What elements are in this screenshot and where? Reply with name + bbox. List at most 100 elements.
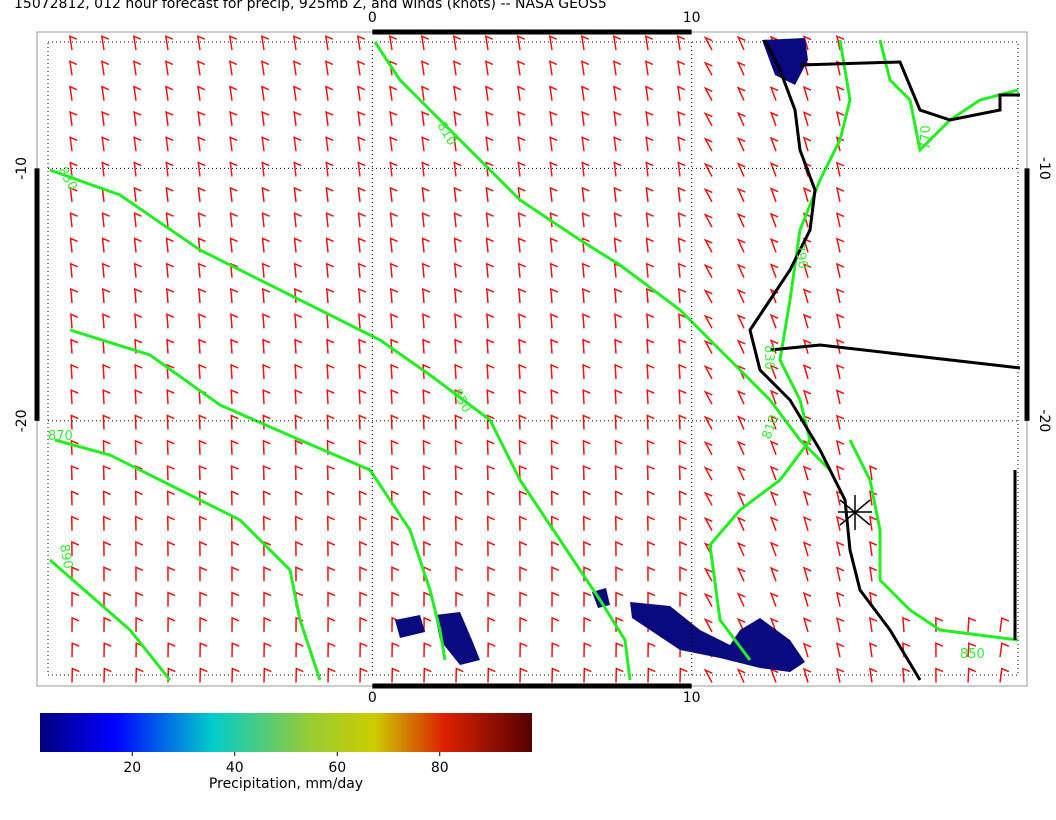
wind-barb xyxy=(736,465,746,481)
wind-barb xyxy=(102,414,111,430)
wind-barb xyxy=(101,287,111,304)
wind-barb xyxy=(133,262,142,278)
wind-barb xyxy=(261,287,271,304)
wind-barb xyxy=(703,263,713,279)
contour-label: 890 xyxy=(56,543,75,570)
wind-barb xyxy=(677,161,686,177)
wind-barb xyxy=(902,667,911,683)
wind-barb xyxy=(615,566,624,582)
wind-barb xyxy=(769,440,779,456)
wind-barb xyxy=(677,186,686,202)
wind-barb xyxy=(802,136,812,152)
precipitation xyxy=(395,38,808,672)
wind-barb xyxy=(582,313,591,329)
wind-barb xyxy=(582,414,591,430)
wind-barb xyxy=(135,591,144,607)
wind-barb xyxy=(452,34,462,51)
wind-barb xyxy=(646,338,655,354)
wind-barb xyxy=(133,237,142,253)
wind-barb xyxy=(263,591,272,607)
wind-barb xyxy=(582,464,591,481)
wind-barb xyxy=(549,186,558,202)
wind-barb xyxy=(295,540,304,557)
wind-barb xyxy=(581,161,590,177)
wind-barb xyxy=(703,668,713,683)
wind-barb xyxy=(358,313,367,329)
wind-barb xyxy=(487,667,496,683)
wind-barb xyxy=(835,515,845,531)
wind-barb xyxy=(614,338,623,354)
wind-barb xyxy=(614,363,623,379)
wind-barb xyxy=(453,287,463,304)
wind-barb xyxy=(487,616,496,632)
wind-barb xyxy=(582,490,591,506)
wind-barb xyxy=(68,60,78,76)
wind-barb xyxy=(358,363,367,379)
wind-barb xyxy=(647,566,656,582)
wind-barb xyxy=(769,212,779,228)
wind-barb xyxy=(358,414,367,430)
wind-barb xyxy=(423,540,432,557)
wind-barb xyxy=(736,86,746,101)
wind-barb xyxy=(769,162,779,177)
lat-tick-label: -10 xyxy=(14,157,30,180)
contour-labels: 810 830 850 870 890 790 830 810 770 850 xyxy=(48,120,985,663)
wind-barb xyxy=(198,363,207,379)
wind-barb xyxy=(165,110,174,127)
contour-label: 850 xyxy=(449,387,474,416)
wind-barb xyxy=(868,591,878,607)
wind-barb xyxy=(613,211,622,228)
wind-barb xyxy=(101,136,110,152)
wind-barb xyxy=(166,363,175,379)
wind-barb xyxy=(615,540,624,557)
wind-barb xyxy=(517,110,526,127)
wind-barb xyxy=(199,642,208,658)
wind-barb xyxy=(455,566,464,582)
wind-barb xyxy=(69,110,78,127)
wind-barb xyxy=(357,262,366,278)
wind-barb xyxy=(231,667,240,683)
wind-barb xyxy=(454,490,463,506)
wind-barb xyxy=(165,287,175,304)
wind-barb xyxy=(802,541,812,557)
wind-barb xyxy=(134,363,143,379)
colorbar-ticks: 20 40 60 80 xyxy=(123,752,449,776)
wind-barb xyxy=(802,490,812,506)
wind-barb xyxy=(453,262,462,278)
wind-barb xyxy=(167,591,176,607)
wind-barb xyxy=(519,591,528,607)
wind-barb xyxy=(868,490,878,506)
wind-barb xyxy=(835,186,845,202)
wind-barb xyxy=(292,60,302,76)
wind-barb xyxy=(581,136,590,152)
contour-label: 770 xyxy=(919,125,934,150)
wind-barb xyxy=(769,592,779,607)
wind-barb xyxy=(261,211,270,228)
wind-barb xyxy=(325,161,334,177)
lat-tick-label: -20 xyxy=(1036,409,1052,432)
wind-barb xyxy=(518,363,527,379)
wind-barb xyxy=(389,186,398,202)
wind-barb xyxy=(71,591,80,607)
wind-barb xyxy=(103,591,112,607)
wind-barb xyxy=(835,667,845,683)
wind-barb xyxy=(263,616,272,632)
wind-barb xyxy=(263,667,272,683)
wind-barb xyxy=(326,439,335,455)
wind-barb xyxy=(102,515,112,531)
wind-barb xyxy=(294,515,304,531)
wind-barb xyxy=(802,313,812,329)
wind-barb xyxy=(100,34,110,51)
wind-barb xyxy=(835,161,845,177)
wind-barb xyxy=(102,464,111,481)
wind-barb xyxy=(197,161,206,177)
wind-barb xyxy=(229,211,238,228)
wind-barb xyxy=(293,110,302,127)
wind-barb xyxy=(325,287,335,304)
wind-barb xyxy=(326,515,336,531)
wind-barb xyxy=(197,85,206,101)
wind-barb xyxy=(103,667,112,683)
wind-barb xyxy=(736,238,746,253)
wind-barb xyxy=(769,313,779,329)
wind-barb xyxy=(703,365,713,380)
